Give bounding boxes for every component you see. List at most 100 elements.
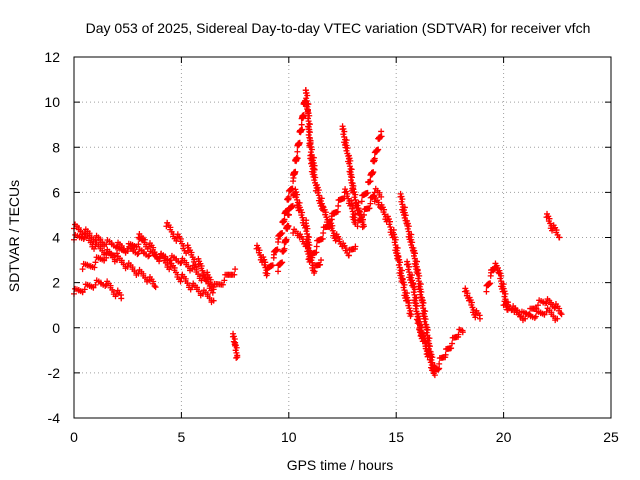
data-point bbox=[308, 155, 315, 162]
data-point bbox=[431, 372, 438, 379]
data-point bbox=[308, 160, 315, 167]
data-point bbox=[335, 202, 342, 209]
x-tick-label: 0 bbox=[70, 429, 78, 445]
data-point bbox=[124, 245, 131, 252]
data-point bbox=[410, 289, 417, 296]
data-point bbox=[313, 243, 320, 250]
data-point bbox=[289, 185, 296, 192]
data-point bbox=[483, 288, 490, 295]
data-point bbox=[306, 234, 313, 241]
data-point bbox=[306, 121, 313, 128]
data-point bbox=[310, 169, 317, 176]
data-point bbox=[436, 360, 443, 367]
data-point bbox=[317, 261, 324, 268]
y-tick-label: -4 bbox=[48, 410, 61, 426]
data-point bbox=[375, 146, 382, 153]
data-point bbox=[303, 228, 310, 235]
data-point bbox=[311, 166, 318, 173]
data-point bbox=[449, 340, 456, 347]
data-point bbox=[378, 128, 385, 135]
data-point bbox=[210, 284, 217, 291]
data-point bbox=[303, 89, 310, 96]
data-point bbox=[341, 133, 348, 140]
data-point bbox=[292, 168, 299, 175]
x-tick-labels: 0 5 10 15 20 25 bbox=[70, 429, 619, 445]
data-point bbox=[303, 222, 310, 229]
data-point bbox=[304, 92, 311, 99]
data-point bbox=[312, 174, 319, 181]
data-point bbox=[533, 305, 540, 312]
data-point bbox=[91, 264, 98, 271]
data-point bbox=[167, 257, 174, 264]
data-point bbox=[305, 101, 312, 108]
data-point bbox=[341, 128, 348, 135]
data-point bbox=[134, 251, 141, 258]
data-point bbox=[455, 331, 462, 338]
data-point bbox=[442, 351, 449, 358]
data-point bbox=[532, 313, 539, 320]
data-point bbox=[290, 178, 297, 185]
data-point bbox=[275, 268, 282, 275]
data-point bbox=[410, 281, 417, 288]
data-point bbox=[334, 208, 341, 215]
data-point bbox=[557, 310, 564, 317]
data-point bbox=[270, 254, 277, 261]
data-point bbox=[135, 241, 142, 248]
data-point bbox=[307, 257, 314, 264]
data-point bbox=[307, 152, 314, 159]
series-track-x bbox=[543, 210, 563, 241]
data-point bbox=[308, 163, 315, 170]
data-point bbox=[302, 87, 309, 94]
data-point bbox=[296, 139, 303, 146]
data-point bbox=[346, 160, 353, 167]
data-point bbox=[151, 283, 158, 290]
data-point bbox=[146, 252, 153, 259]
data-point bbox=[319, 235, 326, 242]
data-point bbox=[367, 178, 374, 185]
y-tick-label: 0 bbox=[52, 320, 60, 336]
data-point bbox=[360, 211, 367, 218]
data-point bbox=[345, 152, 352, 159]
data-point bbox=[558, 311, 565, 318]
x-tick-label: 20 bbox=[496, 429, 512, 445]
data-point bbox=[81, 286, 88, 293]
data-point bbox=[342, 139, 349, 146]
data-point bbox=[145, 253, 152, 260]
y-tick-label: -2 bbox=[48, 365, 61, 381]
data-point bbox=[264, 270, 271, 277]
data-point bbox=[177, 278, 184, 285]
series-track-d bbox=[71, 277, 125, 302]
data-point bbox=[152, 284, 159, 291]
data-point bbox=[487, 280, 494, 287]
data-point bbox=[360, 223, 367, 230]
series-track-i bbox=[275, 186, 325, 276]
data-point bbox=[306, 112, 313, 119]
y-axis-label: SDTVAR / TECUs bbox=[6, 180, 22, 292]
data-point bbox=[352, 243, 359, 250]
data-point bbox=[522, 315, 529, 322]
data-point bbox=[413, 300, 420, 307]
data-point bbox=[414, 310, 421, 317]
data-point bbox=[298, 121, 305, 128]
data-point bbox=[343, 137, 350, 144]
data-point bbox=[556, 234, 563, 241]
data-point bbox=[275, 239, 282, 246]
data-point bbox=[135, 250, 142, 257]
data-point bbox=[346, 163, 353, 170]
data-point bbox=[412, 297, 419, 304]
data-point bbox=[231, 271, 238, 278]
data-point bbox=[476, 315, 483, 322]
data-point bbox=[459, 329, 466, 336]
data-point bbox=[554, 315, 561, 322]
data-point bbox=[303, 97, 310, 104]
data-point bbox=[408, 311, 415, 318]
data-point bbox=[177, 260, 184, 267]
data-point bbox=[347, 177, 354, 184]
data-point bbox=[345, 252, 352, 259]
series-track-u bbox=[483, 260, 511, 313]
data-point bbox=[413, 295, 420, 302]
data-point bbox=[303, 95, 310, 102]
data-point bbox=[304, 103, 311, 110]
data-point bbox=[210, 297, 217, 304]
